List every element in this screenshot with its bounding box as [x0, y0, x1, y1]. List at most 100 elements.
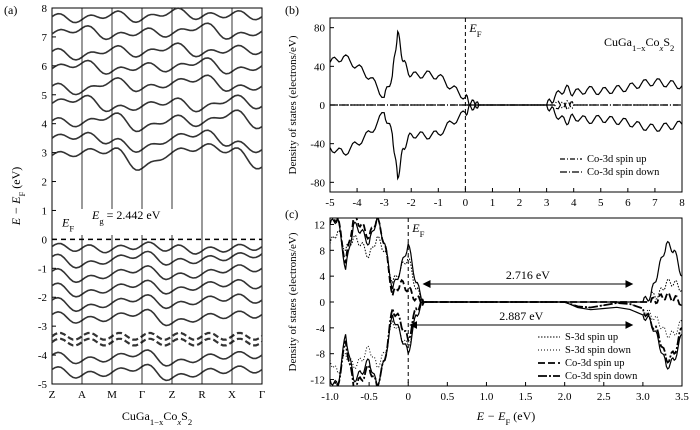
panel-c-y-tick-label: 0: [320, 297, 326, 309]
kpoint-label-3: Γ: [139, 389, 145, 401]
panel-a-y-tick-label: 2: [42, 177, 48, 189]
panel-b-x-tick-label: -4: [352, 197, 362, 209]
panel-b-x-tick-label: 4: [571, 197, 577, 209]
panel-c-y-tick-label: 8: [320, 245, 326, 257]
legend-entry-s-3d-spin-up: S-3d spin up: [565, 332, 618, 343]
legend-entry-co-3d-spin-up: Co-3d spin up: [587, 154, 647, 165]
band-line-1: [51, 250, 263, 269]
panel-c-series: [330, 218, 682, 386]
band-line-10: [51, 142, 263, 171]
panel-c-series-total-spin-down: [330, 299, 682, 386]
legend-entry-co-3d-spin-down: Co-3d spin down: [587, 167, 660, 178]
band-line-4: [51, 293, 263, 313]
band-line-15: [51, 57, 263, 75]
band-line-16: [51, 42, 263, 61]
panel-a-y-tick-label: -5: [38, 379, 48, 391]
panel-b-x-tick-label: 7: [652, 197, 658, 209]
band-line-5: [51, 308, 263, 327]
panel-b-series-co-3d-spin-down: [330, 101, 682, 110]
panel-b-y-tick-label: 0: [320, 100, 326, 112]
panel-a-bands: [51, 7, 263, 384]
panel-c-label: (c): [285, 207, 298, 221]
panel-c-series-total-spin-up: [330, 218, 682, 303]
panel-c-x-tick-label: 0: [405, 391, 411, 403]
panel-a-y-tick-label: 7: [42, 32, 48, 44]
band-line-18: [51, 7, 263, 24]
kpoint-label-0: Z: [49, 389, 56, 401]
panel-b-x-tick-label: -2: [407, 197, 416, 209]
panel-a-y-tick-label: 3: [42, 148, 48, 160]
legend-entry-s-3d-spin-down: S-3d spin down: [565, 345, 632, 356]
panel-a-y-axis-label: E − EF (eV): [9, 167, 27, 227]
panel-c-x-tick-label: 3.0: [636, 391, 650, 403]
panel-b-label: (b): [285, 3, 299, 17]
panel-c-legend: S-3d spin up S-3d spin down Co-3d spin up C…: [538, 332, 638, 382]
panel-b-y-tick-label: -40: [310, 139, 325, 151]
panel-a-x-axis-label: CuGa1−xCoxS2: [122, 409, 192, 427]
band-line-2: [51, 264, 263, 284]
band-line-17: [51, 22, 263, 41]
panel-b-y-axis-label: Density of states (electrons/eV): [287, 35, 299, 174]
band-line-14: [51, 74, 263, 96]
panel-b-x-tick-label: 8: [679, 197, 685, 209]
panel-c-y-tick-label: 12: [314, 219, 325, 231]
panel-b-x-tick-label: -3: [380, 197, 390, 209]
panel-a-ef-label: EF: [61, 215, 74, 233]
panel-a-y-ticks: -5 -4 -3 -2 -1 0 1 2 3 4 5 6 7 8: [38, 3, 56, 391]
panel-c-y-axis-label: Density of states (electrons/eV): [287, 232, 299, 371]
panel-b-x-tick-label: 2: [517, 197, 523, 209]
panel-c-x-tick-label: 1.5: [519, 391, 533, 403]
panel-b-ticks: -5 -4 -3 -2 -1 0 1 2 3 4 5 6 7 8 -80 -40 0 40 80: [310, 23, 685, 209]
kpoint-label-5: R: [198, 389, 206, 401]
panel-c-x-tick-label: 2.5: [597, 391, 611, 403]
band-line-7: [51, 337, 263, 347]
panel-c-x-axis-label: E − EF (eV): [476, 409, 536, 427]
panel-c-gap-arrows: 2.716 eV 2.887 eV: [409, 268, 634, 329]
panel-b-x-tick-label: -5: [325, 197, 335, 209]
panel-a-label: (a): [4, 3, 17, 17]
panel-a-y-tick-label: 4: [42, 119, 48, 131]
gap-down-label: 2.887 eV: [499, 309, 543, 323]
kpoint-label-1: A: [78, 389, 86, 401]
panel-a-y-tick-label: -2: [38, 292, 47, 304]
panel-a-gap-label-background: [60, 209, 180, 236]
band-line-6: [51, 331, 263, 341]
panel-a-y-tick-label: 8: [42, 3, 48, 15]
panel-b-series: [330, 29, 682, 181]
band-line-11: [51, 129, 263, 154]
legend-entry-co-3d-spin-down: Co-3d spin down: [565, 371, 638, 382]
panel-b-x-tick-label: 6: [625, 197, 631, 209]
panel-a-gap-label: Eg = 2.442 eV: [91, 208, 161, 226]
panel-c-x-tick-label: 3.5: [675, 391, 689, 403]
panel-a-y-tick-label: -4: [38, 350, 48, 362]
band-line-0: [51, 241, 263, 255]
panel-b-legend: Co-3d spin up Co-3d spin down: [560, 154, 660, 178]
band-line-3: [51, 278, 263, 298]
legend-entry-co-3d-spin-up: Co-3d spin up: [565, 358, 625, 369]
band-line-8: [51, 349, 263, 367]
panel-c-x-tick-label: 0.5: [440, 391, 454, 403]
panel-c-series-co-3d-spin-up: [330, 218, 682, 306]
panel-c-x-tick-label: -1.0: [321, 391, 339, 403]
panel-b-ef-label: EF: [468, 21, 481, 39]
kpoint-label-4: Z: [169, 389, 176, 401]
panel-c-x-tick-label: -0.5: [360, 391, 378, 403]
panel-a-y-tick-label: 1: [42, 205, 48, 217]
panel-a-y-tick-label: 6: [42, 61, 48, 73]
panel-c-y-tick-label: 4: [320, 271, 326, 283]
panel-b-title: CuGa1−xCoxS2: [604, 35, 674, 53]
panel-c-y-tick-label: -4: [316, 323, 326, 335]
panel-c-ticks: -1.0 -0.5 0 0.5 1.0 1.5 2.0 2.5 3.0 3.5 -12 -8 -4 0 4 8…: [310, 219, 689, 403]
panel-b-x-tick-label: 3: [544, 197, 550, 209]
panel-b-y-tick-label: 40: [314, 61, 326, 73]
panel-c-y-tick-label: -8: [316, 349, 326, 361]
panel-a-y-tick-label: -3: [38, 321, 48, 333]
panel-c-y-tick-label: -12: [310, 375, 325, 387]
panel-a-frame: [51, 7, 263, 385]
panel-b-x-tick-label: 5: [598, 197, 604, 209]
panel-b-x-tick-label: 0: [463, 197, 469, 209]
panel-c-x-tick-label: 1.0: [480, 391, 494, 403]
panel-b-y-tick-label: 80: [314, 23, 326, 35]
